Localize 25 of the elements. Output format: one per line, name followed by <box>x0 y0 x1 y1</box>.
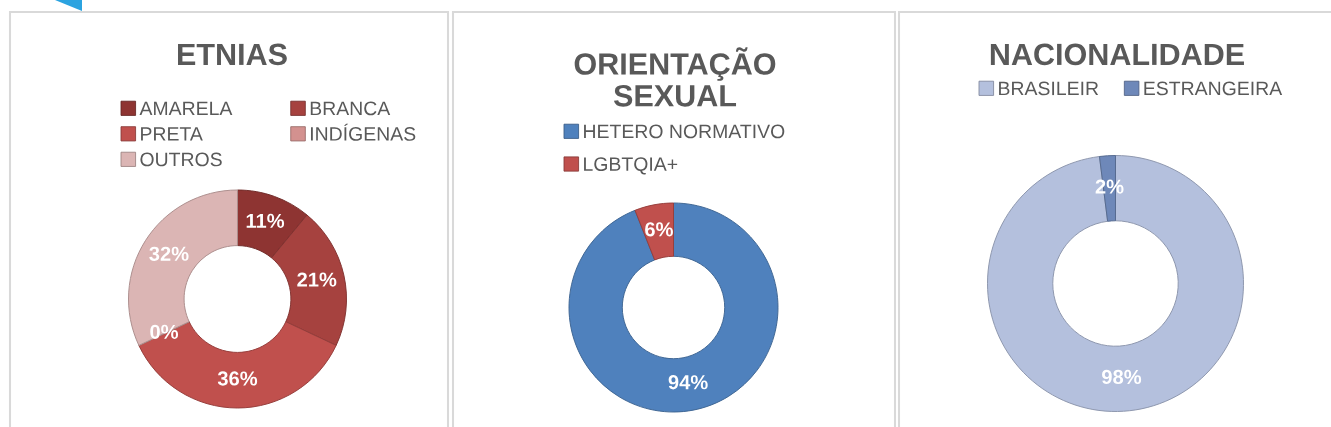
data-label: 21% <box>297 272 337 287</box>
donut-slice <box>128 189 238 346</box>
chart-title: ORIENTAÇÃO SEXUAL <box>574 47 776 107</box>
donut-slice <box>138 321 337 409</box>
chart-title: ETNIAS <box>178 43 287 66</box>
data-label: 32% <box>149 246 189 261</box>
legend-label: INDÍGENAS <box>311 123 416 141</box>
data-label: 98% <box>1102 369 1142 385</box>
data-label: 6% <box>645 222 673 237</box>
legend-label: BRASILEIR <box>999 81 1099 96</box>
data-label: 11% <box>246 213 285 228</box>
donut-slice <box>987 155 1244 412</box>
data-label: 36% <box>217 371 258 386</box>
donut-slice <box>568 202 779 413</box>
donut-slice <box>634 202 674 261</box>
legend-label: AMARELA <box>139 101 233 116</box>
legend-label: OUTROS <box>140 152 222 167</box>
data-label: 94% <box>668 375 708 390</box>
legend-label: HETERO NORMATIVO <box>584 124 785 139</box>
legend-label: LGBTQIA+ <box>584 157 678 175</box>
legend-label: PRETA <box>141 127 203 141</box>
donut-slice <box>237 189 308 259</box>
legend-label: BRANCA <box>310 101 391 116</box>
legend-label: ESTRANGEIRA <box>1144 81 1283 96</box>
chart-title: NACIONALIDADE <box>990 43 1244 66</box>
